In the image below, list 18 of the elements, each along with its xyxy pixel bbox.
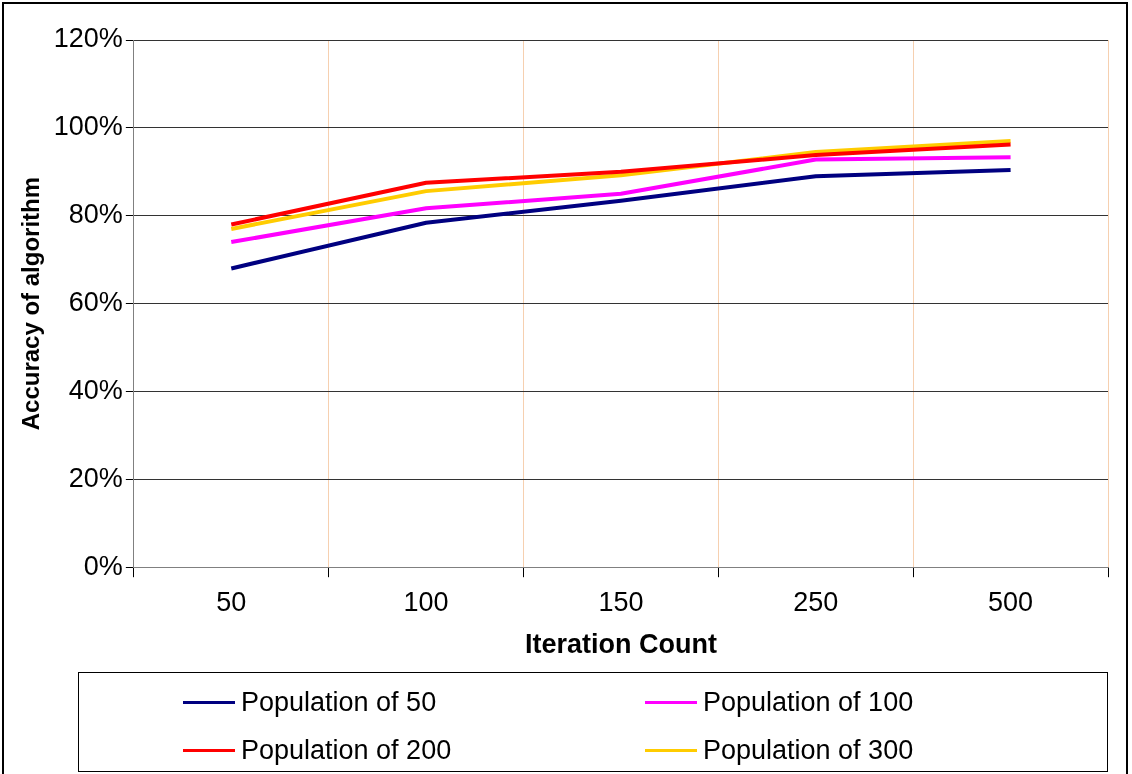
x-tick-label: 150 [598, 586, 644, 617]
y-tick-label: 80% [68, 199, 123, 230]
y-tick-label: 120% [53, 23, 123, 54]
y-tick-label: 60% [68, 287, 123, 318]
legend-label: Population of 50 [241, 686, 437, 718]
x-tick-label: 250 [793, 586, 839, 617]
legend-label: Population of 300 [703, 734, 914, 766]
y-axis-title: Accuracy of algorithm [17, 176, 45, 431]
legend-label: Population of 200 [241, 734, 452, 766]
x-axis-title: Iteration Count [524, 629, 717, 660]
x-tick-label: 50 [216, 586, 247, 617]
x-tick-label: 100 [403, 586, 449, 617]
y-tick-label: 40% [68, 374, 123, 405]
x-tick-label: 500 [988, 586, 1034, 617]
y-tick-label: 100% [53, 111, 123, 142]
legend-label: Population of 100 [703, 686, 914, 718]
y-tick-label: 0% [83, 550, 123, 581]
y-tick-label: 20% [68, 462, 123, 493]
